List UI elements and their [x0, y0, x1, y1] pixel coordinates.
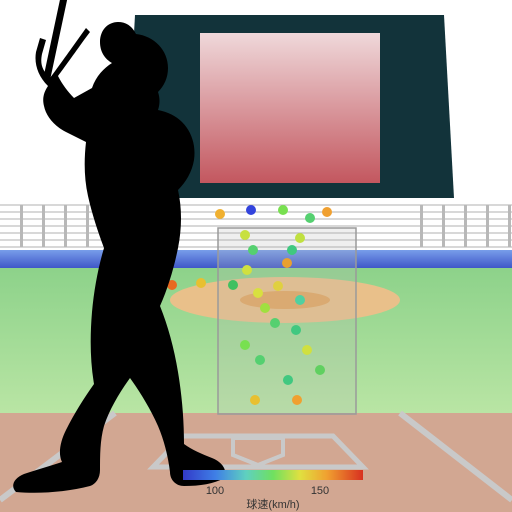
pitch-marker [302, 345, 312, 355]
pitch-marker [305, 213, 315, 223]
pitch-marker [292, 395, 302, 405]
pitch-marker [287, 245, 297, 255]
pitch-marker [240, 340, 250, 350]
pitch-location-chart: 100 150 球速(km/h) [0, 0, 512, 512]
pitch-marker [278, 205, 288, 215]
legend-tick: 150 [311, 485, 329, 497]
pitch-marker [215, 209, 225, 219]
strike-zone [218, 228, 356, 414]
legend-tick: 100 [206, 485, 224, 497]
pitch-marker [255, 355, 265, 365]
pitch-marker [250, 395, 260, 405]
pitch-marker [196, 278, 206, 288]
pitch-marker [260, 303, 270, 313]
pitch-marker [242, 265, 252, 275]
pitch-marker [228, 280, 238, 290]
pitch-marker [282, 258, 292, 268]
pitch-marker [240, 230, 250, 240]
pitch-marker [315, 365, 325, 375]
legend-label: 球速(km/h) [246, 497, 299, 511]
pitch-marker [270, 318, 280, 328]
scoreboard-screen [200, 33, 380, 183]
pitch-marker [295, 295, 305, 305]
legend-bar [183, 470, 363, 480]
pitch-marker [283, 375, 293, 385]
pitch-marker [273, 281, 283, 291]
pitch-marker [322, 207, 332, 217]
pitch-marker [295, 233, 305, 243]
pitch-marker [246, 205, 256, 215]
pitch-marker [253, 288, 263, 298]
pitch-marker [248, 245, 258, 255]
pitch-marker [291, 325, 301, 335]
